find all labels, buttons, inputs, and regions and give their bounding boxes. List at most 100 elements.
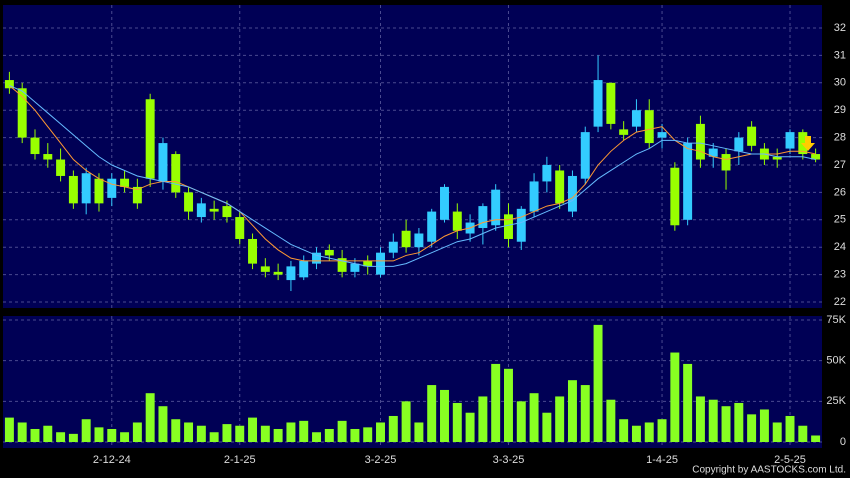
- y-tick-label: 0: [840, 436, 846, 448]
- candle-body: [286, 266, 296, 281]
- volume-bar: [196, 425, 206, 442]
- candle-body: [401, 230, 411, 248]
- y-tick-label: 29: [834, 104, 846, 116]
- y-tick-label: 23: [834, 269, 846, 281]
- y-tick-label: 75K: [826, 314, 846, 326]
- volume-bar: [56, 432, 66, 442]
- volume-bar: [222, 424, 232, 442]
- candle-body: [324, 249, 334, 256]
- candle-body: [4, 80, 14, 89]
- y-tick-label: 25: [834, 214, 846, 226]
- candle-body: [670, 167, 680, 226]
- candle-body: [721, 154, 731, 171]
- volume-bar: [555, 396, 565, 442]
- volume-bar: [376, 422, 385, 442]
- volume-bar: [670, 352, 680, 442]
- candle-body: [158, 143, 168, 182]
- volume-bar: [414, 422, 424, 442]
- candle-body: [555, 170, 565, 204]
- volume-bar: [606, 399, 616, 442]
- volume-bar: [683, 363, 693, 442]
- candle-body: [107, 178, 117, 198]
- volume-bar: [593, 324, 603, 442]
- volume-bar: [516, 401, 526, 442]
- volume-bar: [401, 401, 411, 442]
- candle-body: [619, 129, 629, 135]
- candle-body: [478, 206, 488, 229]
- volume-bar: [158, 406, 168, 442]
- volume-bar: [363, 427, 373, 442]
- volume-bar: [734, 402, 744, 442]
- volume-bar: [567, 380, 577, 442]
- volume-bar: [171, 419, 181, 442]
- candle-body: [452, 211, 462, 231]
- volume-bar: [299, 420, 309, 442]
- volume-bar: [43, 425, 53, 442]
- volume-bar: [465, 412, 475, 442]
- volume-bar: [94, 427, 104, 442]
- candle-body: [68, 175, 78, 204]
- x-tick-label: 3-3-25: [493, 454, 525, 466]
- volume-bar: [785, 415, 795, 442]
- y-tick-label: 32: [834, 22, 846, 34]
- candle-body: [388, 241, 398, 253]
- volume-bar: [324, 428, 334, 442]
- volume-bar: [708, 399, 718, 442]
- volume-bar: [542, 412, 552, 442]
- candle-body: [196, 203, 206, 218]
- candle-body: [657, 132, 667, 138]
- volume-bar: [772, 422, 782, 442]
- candle-body: [567, 175, 577, 212]
- volume-bar: [184, 422, 194, 442]
- candle-body: [440, 186, 449, 220]
- candle-body: [695, 123, 705, 160]
- candle-body: [81, 173, 91, 204]
- volume-bar: [798, 425, 808, 442]
- candle-body: [337, 258, 347, 272]
- volume-bar: [529, 393, 539, 442]
- candle-body: [248, 238, 258, 264]
- x-tick-label: 2-12-24: [93, 454, 131, 466]
- volume-bar: [811, 435, 821, 442]
- volume-bar: [491, 363, 501, 442]
- volume-bar: [30, 428, 40, 442]
- volume-bar: [721, 406, 731, 442]
- y-tick-label: 25K: [826, 395, 846, 407]
- y-tick-label: 50K: [826, 355, 846, 367]
- volume-bar: [759, 409, 769, 442]
- candle-body: [43, 154, 53, 160]
- volume-bar: [388, 415, 398, 442]
- candle-body: [644, 110, 654, 144]
- candle-body: [222, 206, 232, 218]
- volume-bar: [286, 422, 296, 442]
- volume-bar: [312, 432, 322, 442]
- candle-body: [427, 211, 437, 242]
- volume-bar: [132, 422, 142, 442]
- candle-body: [516, 208, 526, 242]
- volume-bar: [657, 419, 667, 442]
- candle-body: [631, 110, 641, 127]
- x-tick-label: 2-1-25: [224, 454, 256, 466]
- volume-bar: [644, 422, 654, 442]
- volume-bar: [120, 432, 130, 442]
- candle-body: [606, 82, 616, 124]
- candle-body: [171, 154, 181, 193]
- candle-body: [593, 80, 603, 127]
- candle-body: [580, 132, 590, 179]
- candle-body: [260, 266, 270, 272]
- volume-bar: [619, 419, 629, 442]
- candle-body: [209, 208, 219, 212]
- candle-body: [503, 214, 513, 239]
- volume-bar: [440, 389, 449, 442]
- y-tick-label: 27: [834, 159, 846, 171]
- candle-body: [683, 143, 693, 220]
- candle-body: [785, 132, 795, 149]
- candle-body: [30, 137, 40, 155]
- volume-bar: [260, 425, 270, 442]
- candle-body: [145, 99, 155, 179]
- candle-body: [708, 148, 718, 157]
- y-tick-label: 24: [834, 241, 846, 253]
- volume-bar: [503, 368, 513, 442]
- candle-body: [312, 252, 322, 264]
